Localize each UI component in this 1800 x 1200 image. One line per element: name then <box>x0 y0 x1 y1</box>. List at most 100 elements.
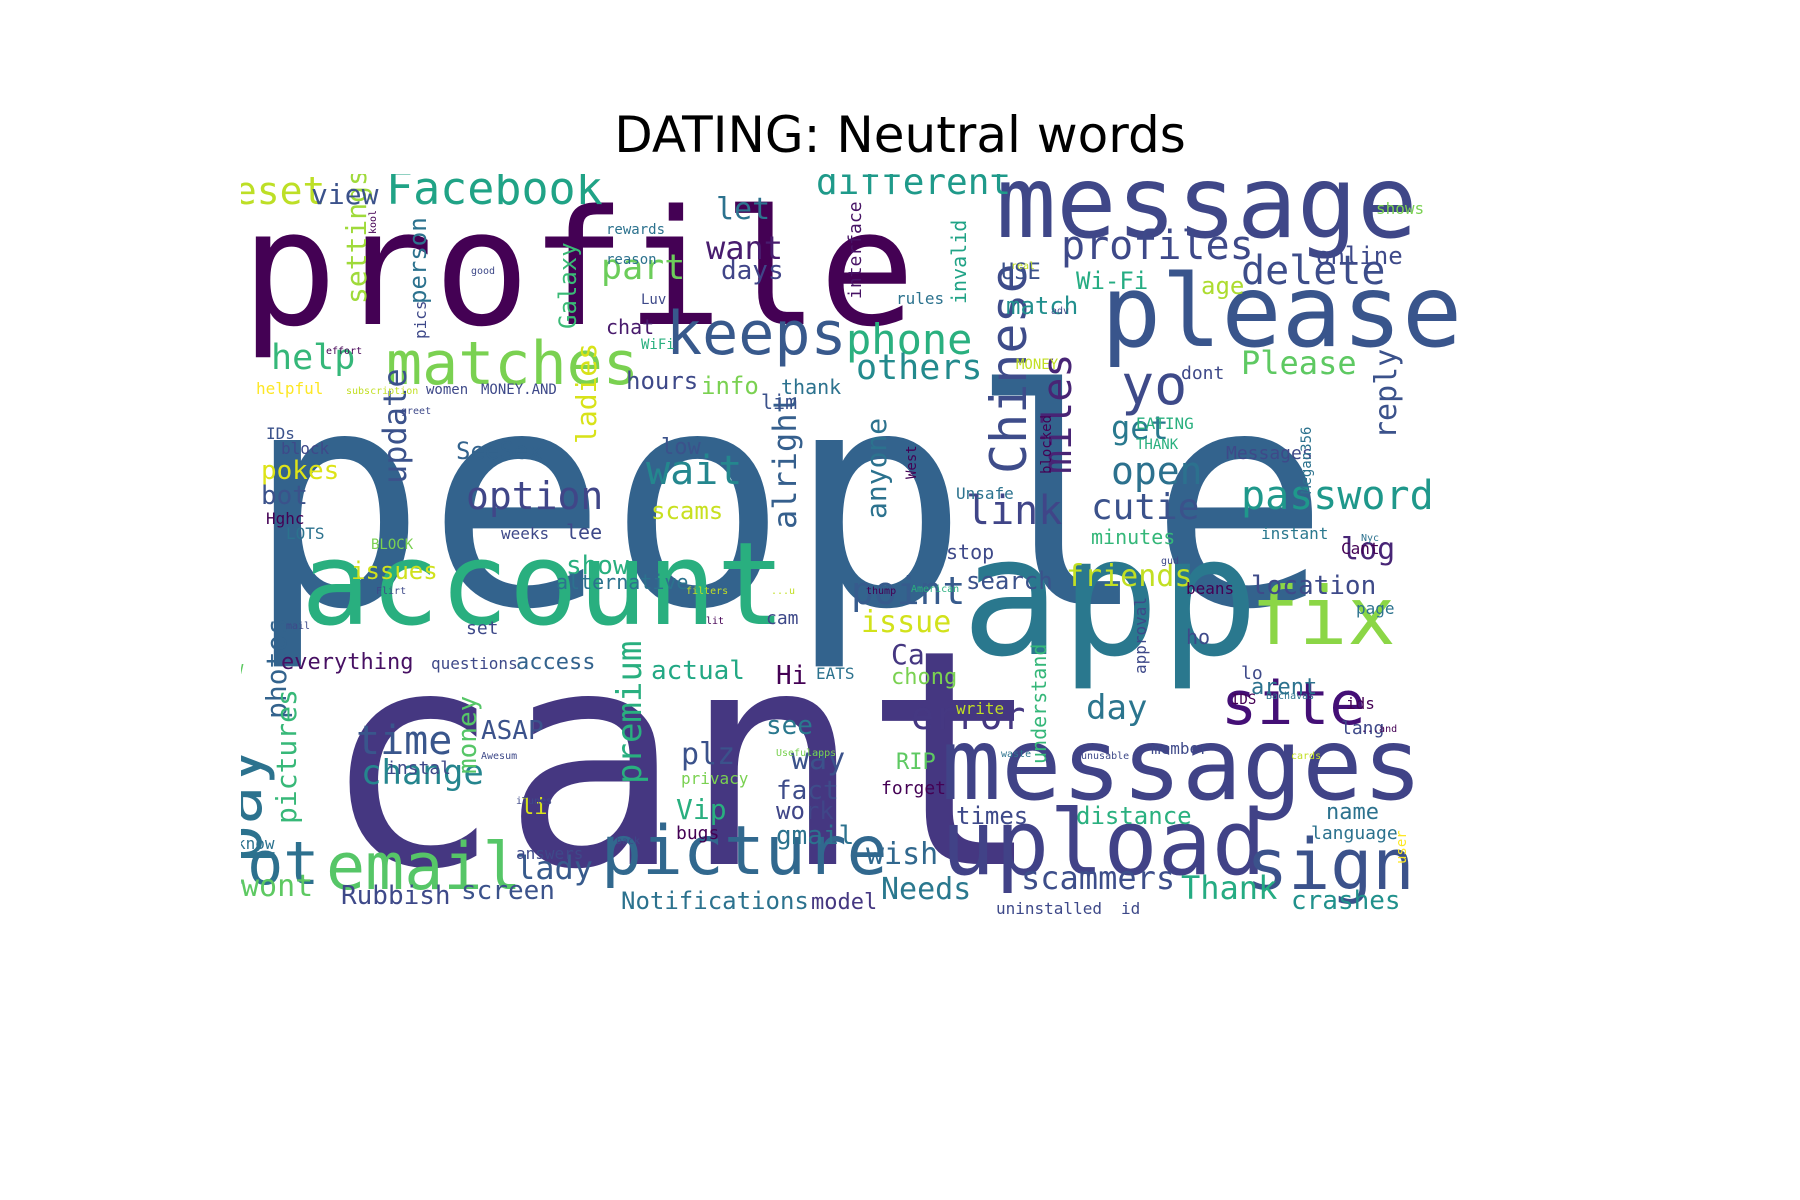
word-91: alternative <box>556 570 688 594</box>
word-22: miles <box>1035 354 1081 474</box>
word-161: THANK <box>1136 437 1179 453</box>
word-147: dew <box>241 658 244 679</box>
word-191: ...and <box>1361 724 1397 735</box>
word-53: wont <box>241 869 313 904</box>
word-97: scams <box>651 497 723 525</box>
word-185: lit <box>706 616 724 627</box>
word-152: page <box>1356 599 1395 618</box>
word-173: shows <box>1376 199 1424 218</box>
word-178: effort <box>326 346 362 357</box>
word-160: EATING <box>1136 414 1194 433</box>
word-111: dont <box>1181 363 1224 384</box>
word-18: lot <box>241 829 319 899</box>
word-182: mail <box>286 621 310 632</box>
word-36: update <box>376 368 414 484</box>
word-72: Rubbish <box>341 881 451 911</box>
word-155: approval <box>1131 597 1150 674</box>
word-55: settings <box>340 174 373 304</box>
word-180: subscription <box>346 386 418 397</box>
word-106: age <box>1201 272 1244 300</box>
word-70: everything <box>281 650 413 675</box>
word-138: name <box>1326 800 1379 825</box>
word-32: time <box>356 718 452 764</box>
word-153: EATS <box>816 664 855 683</box>
word-71: access <box>516 650 595 675</box>
word-6: message <box>996 174 1417 261</box>
word-82: gmail <box>776 821 854 851</box>
word-48: Thank <box>1181 869 1277 907</box>
word-131: li <box>521 795 548 820</box>
word-73: screen <box>461 876 555 906</box>
word-20: yo <box>1121 353 1187 417</box>
word-86: ASAP <box>481 716 544 746</box>
word-121: Hghc <box>266 509 305 528</box>
word-50: friends <box>1066 559 1192 594</box>
word-54: Needs <box>881 872 971 907</box>
word-124: lee <box>566 520 602 544</box>
word-1: people <box>246 326 1330 675</box>
word-15: matches <box>386 329 639 399</box>
word-89: chong <box>891 665 957 690</box>
word-116: Messages <box>1226 443 1313 464</box>
word-183: filters <box>686 586 728 597</box>
word-9: upload <box>941 791 1266 896</box>
word-171: reason <box>606 252 657 268</box>
word-56: photos <box>260 618 293 719</box>
word-10: picture <box>601 812 888 891</box>
word-68: log <box>1341 532 1395 567</box>
word-188: gud <box>1161 556 1179 567</box>
word-190: Bachavas <box>1266 691 1314 702</box>
word-187: American <box>911 584 959 595</box>
word-196: Awesum <box>481 751 517 762</box>
word-3: profile <box>241 175 915 362</box>
word-169: Luv <box>641 292 666 308</box>
word-98: hours <box>626 367 698 395</box>
word-80: fact <box>776 776 839 806</box>
word-41: error <box>911 694 1025 738</box>
word-28: different <box>816 174 1011 203</box>
word-84: Vip <box>676 793 727 826</box>
word-76: crashes <box>1291 886 1401 916</box>
word-63: Wi-Fi <box>1076 267 1148 295</box>
word-134: RIP <box>896 750 936 775</box>
word-123: weeks <box>501 524 549 543</box>
word-179: greet <box>401 406 431 417</box>
word-5: account <box>301 518 786 652</box>
word-77: location <box>1251 571 1376 601</box>
word-75: model <box>811 890 877 915</box>
word-30: password <box>1241 473 1434 519</box>
word-114: Unsafe <box>956 484 1014 503</box>
word-126: lim <box>761 390 797 414</box>
word-65: issue <box>861 605 951 640</box>
word-78: search <box>966 567 1053 595</box>
word-132: privacy <box>681 769 749 788</box>
word-148: beans <box>1186 579 1234 598</box>
word-31: wait <box>646 448 742 494</box>
word-92: issues <box>351 557 438 585</box>
word-163: Megan356 <box>1299 427 1315 494</box>
word-66: plz <box>681 737 735 772</box>
word-136: times <box>956 802 1028 830</box>
word-67: wish <box>866 837 938 872</box>
word-164: West <box>904 445 920 479</box>
word-2: cant <box>321 586 1043 935</box>
word-143: uninstalled <box>996 899 1102 918</box>
word-24: link <box>966 488 1062 534</box>
word-19: Chinese <box>980 263 1038 474</box>
word-14: pay <box>241 747 277 864</box>
word-177: real <box>1011 261 1035 272</box>
word-115: instant <box>1261 524 1328 543</box>
word-69: reply <box>1369 349 1404 439</box>
word-128: set <box>466 618 499 639</box>
word-13: sign <box>1246 824 1415 906</box>
word-57: pictures <box>270 689 303 824</box>
word-170: WiFi <box>641 337 675 353</box>
word-125: low <box>661 435 701 460</box>
word-87: Hi <box>776 661 807 691</box>
word-199: user <box>1394 830 1410 864</box>
word-64: money <box>453 696 483 774</box>
word-137: distance <box>1076 802 1192 830</box>
word-35: want <box>706 229 783 267</box>
word-42: day <box>1086 688 1147 728</box>
word-192: cards <box>1291 751 1321 762</box>
